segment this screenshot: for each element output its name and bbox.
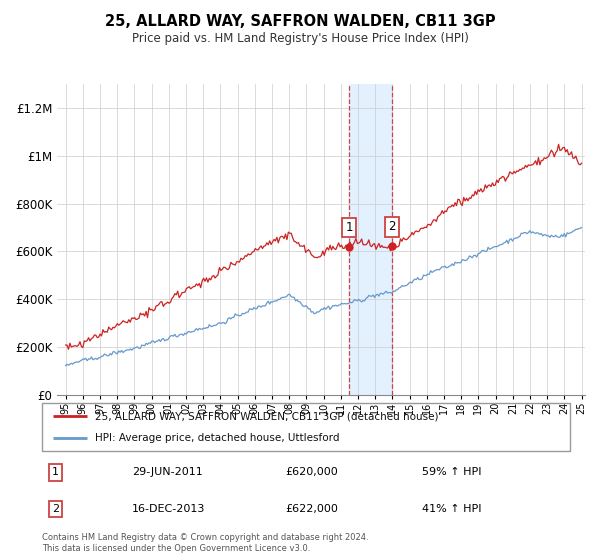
Bar <box>349 84 392 395</box>
Text: 59% ↑ HPI: 59% ↑ HPI <box>422 468 482 478</box>
Text: 25, ALLARD WAY, SAFFRON WALDEN, CB11 3GP (detached house): 25, ALLARD WAY, SAFFRON WALDEN, CB11 3GP… <box>95 411 438 421</box>
Text: 2: 2 <box>388 221 395 234</box>
Text: 1: 1 <box>346 221 353 234</box>
Text: 25, ALLARD WAY, SAFFRON WALDEN, CB11 3GP: 25, ALLARD WAY, SAFFRON WALDEN, CB11 3GP <box>104 14 496 29</box>
Text: Contains HM Land Registry data © Crown copyright and database right 2024.
This d: Contains HM Land Registry data © Crown c… <box>42 533 368 553</box>
Text: £622,000: £622,000 <box>285 504 338 514</box>
Text: 41% ↑ HPI: 41% ↑ HPI <box>422 504 482 514</box>
Text: Price paid vs. HM Land Registry's House Price Index (HPI): Price paid vs. HM Land Registry's House … <box>131 32 469 45</box>
Text: HPI: Average price, detached house, Uttlesford: HPI: Average price, detached house, Uttl… <box>95 433 340 443</box>
Text: 29-JUN-2011: 29-JUN-2011 <box>132 468 203 478</box>
Text: 1: 1 <box>52 468 59 478</box>
Text: 16-DEC-2013: 16-DEC-2013 <box>132 504 205 514</box>
Text: £620,000: £620,000 <box>285 468 338 478</box>
Text: 2: 2 <box>52 504 59 514</box>
